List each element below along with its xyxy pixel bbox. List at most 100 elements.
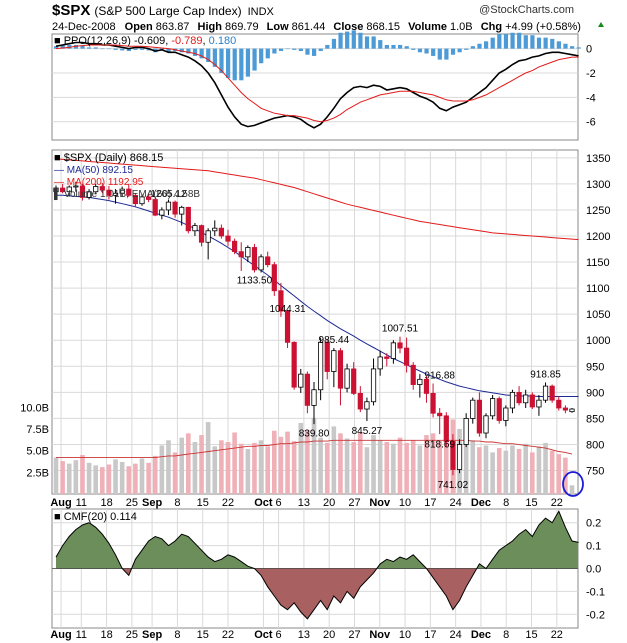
ppo-histogram-bar xyxy=(206,48,211,63)
candle-body xyxy=(318,341,324,391)
x-tick-label: Aug xyxy=(50,629,71,641)
candle-body xyxy=(509,391,516,409)
x-axis-cmf: Aug 11 18 25 Sep 8 15 22 Oct 6 13 20 27 Nov 10 17 24 Dec 8… xyxy=(50,629,563,641)
ppo-histogram-bar xyxy=(252,48,257,71)
volume-bar xyxy=(344,438,350,494)
x-tick-label: 25 xyxy=(126,629,138,641)
volume-bar xyxy=(172,452,178,494)
price-annotation: 818.69 xyxy=(424,440,455,451)
ppo-histogram-bar xyxy=(120,48,125,51)
x-tick-label: Sep xyxy=(142,497,162,509)
volume-bar xyxy=(278,436,284,494)
x-tick-label: 11 xyxy=(76,497,87,509)
volume-bar xyxy=(159,445,165,494)
volume-bar xyxy=(272,430,277,494)
x-tick-label: Dec xyxy=(471,497,491,509)
price-y-tick: 750 xyxy=(586,466,604,478)
ppo-histogram-bar xyxy=(437,48,442,60)
volume-legend: ▌ Volume 1.01B, EMA(60) 4.58B xyxy=(54,187,200,201)
volume-bar xyxy=(291,441,297,494)
candle-body xyxy=(410,364,416,385)
ppo-value: -0.609, xyxy=(134,35,171,47)
price-y-tick: 1300 xyxy=(586,179,610,191)
ppo-histogram-bar xyxy=(351,30,356,49)
candle-body xyxy=(291,341,297,388)
candle-body xyxy=(516,391,522,404)
volume-bar xyxy=(384,442,390,494)
volume-bar xyxy=(93,465,98,494)
price-y-tick: 900 xyxy=(586,387,604,399)
ppo-histogram-bar xyxy=(411,48,416,50)
candle-body xyxy=(238,251,244,258)
x-tick-label: 15 xyxy=(197,629,209,641)
volume-bar xyxy=(523,443,528,494)
volume-bar xyxy=(549,450,555,494)
price-y-tick: 850 xyxy=(586,413,604,425)
candle-body xyxy=(404,347,410,366)
volume-bar xyxy=(106,464,112,494)
x-tick-label: 10 xyxy=(399,629,411,641)
x-tick-label: 6 xyxy=(276,497,282,509)
price-legend: ■ $SPX (Daily) 868.15— MA(50) 892.15— MA… xyxy=(54,152,200,201)
x-tick-label: 13 xyxy=(298,629,310,641)
candle-body xyxy=(562,407,568,411)
volume-bar xyxy=(318,437,323,494)
volume-bar xyxy=(364,447,370,494)
ppo-name: PPO(12,26,9) xyxy=(64,35,134,47)
ppo-histogram-bar xyxy=(576,47,581,49)
candle-body xyxy=(377,356,383,370)
ppo-histogram-bar xyxy=(166,48,171,53)
volume-bar xyxy=(437,441,442,494)
ppo-label: ■ PPO(12,26,9) -0.609, -0.789, 0.180 xyxy=(54,35,236,47)
x-tick-label: 24 xyxy=(450,497,462,509)
volume-bar xyxy=(490,452,495,494)
candle-body xyxy=(60,187,66,193)
candle-body xyxy=(351,368,357,394)
price-y-tick: 1350 xyxy=(586,153,610,165)
cmf-label: ■ CMF(20) 0.114 xyxy=(54,511,137,523)
x-tick-label: 10 xyxy=(399,497,411,509)
ppo-histogram-bar xyxy=(510,32,515,49)
volume-bar xyxy=(371,435,376,494)
cmf-positive-area xyxy=(56,511,578,569)
candle-body xyxy=(86,191,92,198)
candle-body xyxy=(172,201,178,215)
x-tick-label: 22 xyxy=(222,497,234,509)
ppo-signal-value: -0.789 xyxy=(171,35,202,47)
highlight-circle xyxy=(562,471,584,497)
ppo-histogram-bar xyxy=(278,48,284,52)
ppo-histogram-bar xyxy=(239,48,244,81)
volume-bar xyxy=(351,442,356,494)
volume-bar xyxy=(139,458,145,494)
x-tick-label: 18 xyxy=(100,497,112,509)
candle-body xyxy=(225,235,231,242)
volume-bar xyxy=(285,431,290,494)
ppo-histogram-bar xyxy=(457,48,462,53)
volume-bar xyxy=(397,437,403,494)
volume-bar xyxy=(245,448,251,494)
price-name: $SPX (Daily) xyxy=(64,152,130,164)
volume-bar xyxy=(86,462,92,494)
price-label: ■ $SPX (Daily) 868.15 xyxy=(54,152,163,164)
volume-bar xyxy=(424,435,429,494)
ppo-histogram-bar xyxy=(371,36,376,49)
candle-body xyxy=(450,440,456,470)
x-tick-label: 18 xyxy=(100,629,112,641)
ppo-histogram-bar xyxy=(272,48,277,54)
candle-body xyxy=(443,415,449,442)
ppo-signal-line xyxy=(55,44,579,123)
ppo-histogram-bar xyxy=(450,48,456,55)
ppo-y-tick: -4 xyxy=(586,92,596,104)
candle-body xyxy=(542,385,549,401)
x-tick-label: 15 xyxy=(525,629,537,641)
ma200-line xyxy=(55,158,579,241)
ppo-histogram-bar xyxy=(67,44,72,49)
candle-body xyxy=(218,227,224,237)
cmf-line xyxy=(55,510,579,620)
ppo-histogram-bar xyxy=(186,48,191,54)
ppo-histogram-bar xyxy=(490,37,495,49)
cmf-y-tick: 0.2 xyxy=(586,518,601,530)
candle-body xyxy=(284,310,291,343)
candle-body xyxy=(536,399,542,408)
volume-bar xyxy=(470,440,476,494)
